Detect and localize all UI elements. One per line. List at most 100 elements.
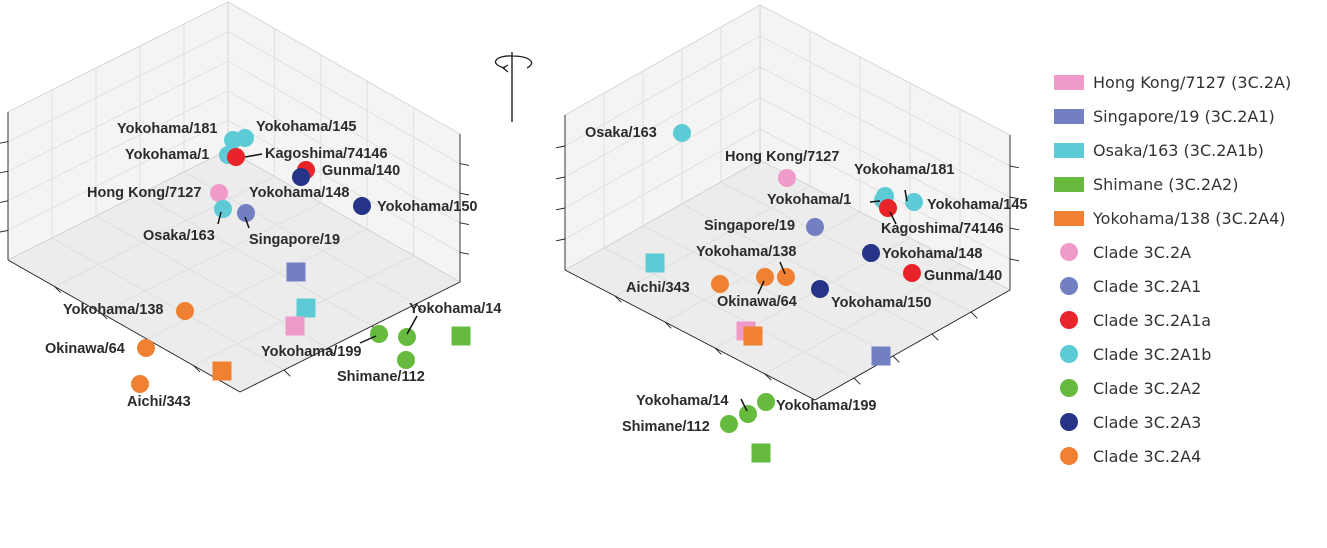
point-label: Shimane/112 <box>337 369 425 385</box>
point-label: Yokohama/148 <box>882 246 982 262</box>
circle-marker <box>862 244 880 262</box>
tick-mark <box>614 295 622 303</box>
point-label: Osaka/163 <box>585 125 657 141</box>
square-marker <box>645 253 665 273</box>
tick-mark <box>1009 258 1020 262</box>
axis-line <box>7 259 241 393</box>
point-label: Yokohama/138 <box>63 302 163 318</box>
point-label: Shimane/112 <box>622 419 710 435</box>
tick-mark <box>892 355 900 363</box>
grid-line <box>564 128 761 240</box>
point-label: Okinawa/64 <box>45 341 125 357</box>
circle-marker <box>811 280 829 298</box>
grid-line <box>227 90 461 224</box>
legend-label: Hong Kong/7127 (3C.2A) <box>1093 73 1291 92</box>
point-label: Yokohama/181 <box>117 121 217 137</box>
tick-mark <box>415 303 423 311</box>
square-marker <box>451 326 471 346</box>
grid-line <box>227 120 461 253</box>
leader-line <box>779 261 786 275</box>
grid-line <box>51 237 285 371</box>
tick-mark <box>0 141 9 144</box>
circle-marker <box>227 148 245 166</box>
legend-square-swatch <box>1054 75 1084 90</box>
leader-line <box>244 216 250 229</box>
point-label: Okinawa/64 <box>717 294 797 310</box>
leader-line <box>869 200 881 203</box>
circle-marker <box>131 375 149 393</box>
circle-marker <box>353 197 371 215</box>
legend-label: Clade 3C.2A1b <box>1093 345 1211 364</box>
legend-square-swatch <box>1054 211 1084 226</box>
square-marker <box>285 316 305 336</box>
circle-marker <box>292 168 310 186</box>
grid-line <box>100 202 321 314</box>
grid-line <box>227 31 461 164</box>
point-label: Yokohama/138 <box>696 244 796 260</box>
square-marker <box>296 298 316 318</box>
grid-line <box>642 225 894 357</box>
leader-line <box>740 398 748 412</box>
point-label: Yokohama/150 <box>831 295 931 311</box>
legend-label: Clade 3C.2A4 <box>1093 447 1201 466</box>
legend-label: Shimane (3C.2A2) <box>1093 175 1238 194</box>
tick-mark <box>664 321 672 329</box>
legend-square-swatch <box>1054 143 1084 158</box>
leader-line <box>406 315 418 335</box>
square-marker <box>286 262 306 282</box>
circle-marker <box>137 339 155 357</box>
circle-marker <box>806 218 824 236</box>
tick-mark <box>459 163 470 166</box>
square-marker <box>212 361 232 381</box>
leader-line <box>889 211 897 225</box>
tick-mark <box>0 229 9 233</box>
point-label: Yokohama/181 <box>854 162 954 178</box>
point-label: Yokohama/14 <box>636 393 728 409</box>
square-marker <box>743 326 763 346</box>
leader-line <box>217 211 222 225</box>
point-label: Osaka/163 <box>143 228 215 244</box>
tick-mark <box>764 373 772 381</box>
legend-label: Singapore/19 (3C.2A1) <box>1093 107 1275 126</box>
legend-label: Clade 3C.2A3 <box>1093 413 1201 432</box>
circle-marker <box>739 405 757 423</box>
legend-circle-swatch <box>1060 447 1078 465</box>
circle-marker <box>720 415 738 433</box>
grid-line <box>7 120 229 231</box>
tick-mark <box>853 377 861 385</box>
legend-circle-swatch <box>1060 243 1078 261</box>
axis-line <box>814 289 1011 401</box>
point-label: Yokohama/1 <box>767 192 851 208</box>
point-label: Singapore/19 <box>249 232 340 248</box>
tick-mark <box>555 176 566 180</box>
axis-line <box>564 269 816 401</box>
point-label: Yokohama/145 <box>927 197 1027 213</box>
point-label: Hong Kong/7127 <box>87 185 201 201</box>
legend-label: Yokohama/138 (3C.2A4) <box>1092 209 1286 228</box>
tick-mark <box>283 369 291 377</box>
point-label: Singapore/19 <box>704 218 795 234</box>
legend-circle-swatch <box>1060 311 1078 329</box>
tick-mark <box>0 170 9 174</box>
grid-line <box>7 90 229 202</box>
circle-marker <box>236 129 254 147</box>
tick-mark <box>54 286 62 294</box>
legend-label: Clade 3C.2A1 <box>1093 277 1201 296</box>
tick-mark <box>327 347 335 355</box>
leader-line <box>904 189 908 202</box>
tick-mark <box>970 311 978 319</box>
tick-mark <box>1009 165 1020 169</box>
legend-circle-swatch <box>1060 413 1078 431</box>
tick-mark <box>931 333 939 341</box>
point-label: Yokohama/145 <box>256 119 356 135</box>
circle-marker <box>214 200 232 218</box>
tick-mark <box>459 192 470 196</box>
tick-mark <box>193 365 201 373</box>
point-label: Aichi/343 <box>127 394 191 410</box>
leader-line <box>757 280 765 295</box>
tick-mark <box>0 200 9 203</box>
circle-marker <box>176 302 194 320</box>
grid-line <box>664 211 861 323</box>
legend: Hong Kong/7127 (3C.2A) Singapore/19 (3C.2… <box>1054 73 1291 466</box>
